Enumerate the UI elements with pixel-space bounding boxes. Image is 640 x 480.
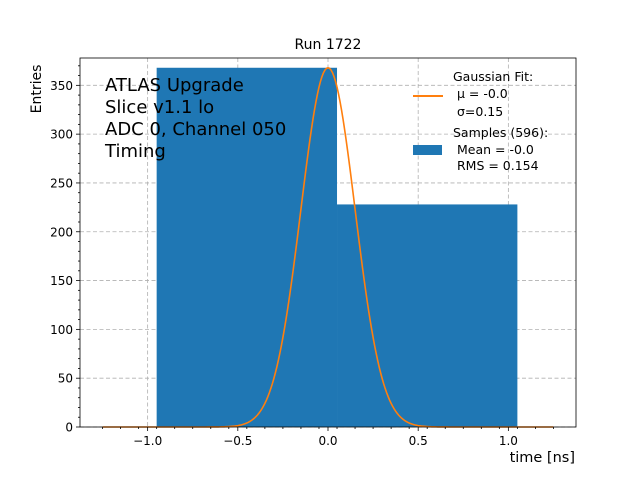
legend-histogram-rms: RMS = 0.154: [453, 158, 539, 173]
histogram-bars: [156, 67, 518, 427]
y-tick-label: 200: [50, 225, 73, 239]
x-tick-label: 1.0: [499, 434, 518, 448]
x-tick-label: −0.5: [223, 434, 252, 448]
annotation-line: Slice v1.1 lo: [105, 97, 214, 118]
legend-fit-sigma: σ=0.15: [453, 104, 503, 119]
annotation-line: Timing: [104, 141, 166, 162]
annotation-block: ATLAS Upgrade Slice v1.1 lo ADC 0, Chann…: [104, 75, 286, 162]
legend-fit-mu: μ = -0.0: [453, 86, 508, 101]
histogram-bar: [337, 204, 518, 427]
x-tick-label: −1.0: [133, 434, 162, 448]
y-tick-label: 50: [58, 372, 73, 386]
legend-histogram-mean: Mean = -0.0: [453, 142, 534, 157]
legend-histogram-label: Samples (596):: [453, 125, 548, 140]
legend-fit-label: Gaussian Fit:: [453, 69, 533, 84]
x-tick-label: 0.0: [318, 434, 337, 448]
x-tick-label: 0.5: [409, 434, 428, 448]
histogram-bar: [156, 67, 338, 427]
axes: −1.0 −0.5 0.0 0.5 1.0 0 50 100 150 200 250 300 350: [50, 57, 577, 448]
annotation-line: ADC 0, Channel 050: [105, 119, 286, 140]
y-tick-label: 150: [50, 274, 73, 288]
chart-title: Run 1722: [295, 37, 362, 53]
y-tick-label: 100: [50, 323, 73, 337]
y-tick-label: 350: [50, 79, 73, 93]
y-tick-label: 250: [50, 176, 73, 190]
y-axis-label: Entries: [29, 65, 45, 114]
legend: Gaussian Fit: μ = -0.0 σ=0.15 Samples (5…: [413, 69, 548, 173]
y-tick-label: 300: [50, 128, 73, 142]
annotation-line: ATLAS Upgrade: [105, 75, 244, 96]
x-axis-label: time [ns]: [510, 450, 575, 466]
y-tick-label: 0: [65, 421, 73, 435]
legend-histogram-swatch: [413, 145, 442, 155]
